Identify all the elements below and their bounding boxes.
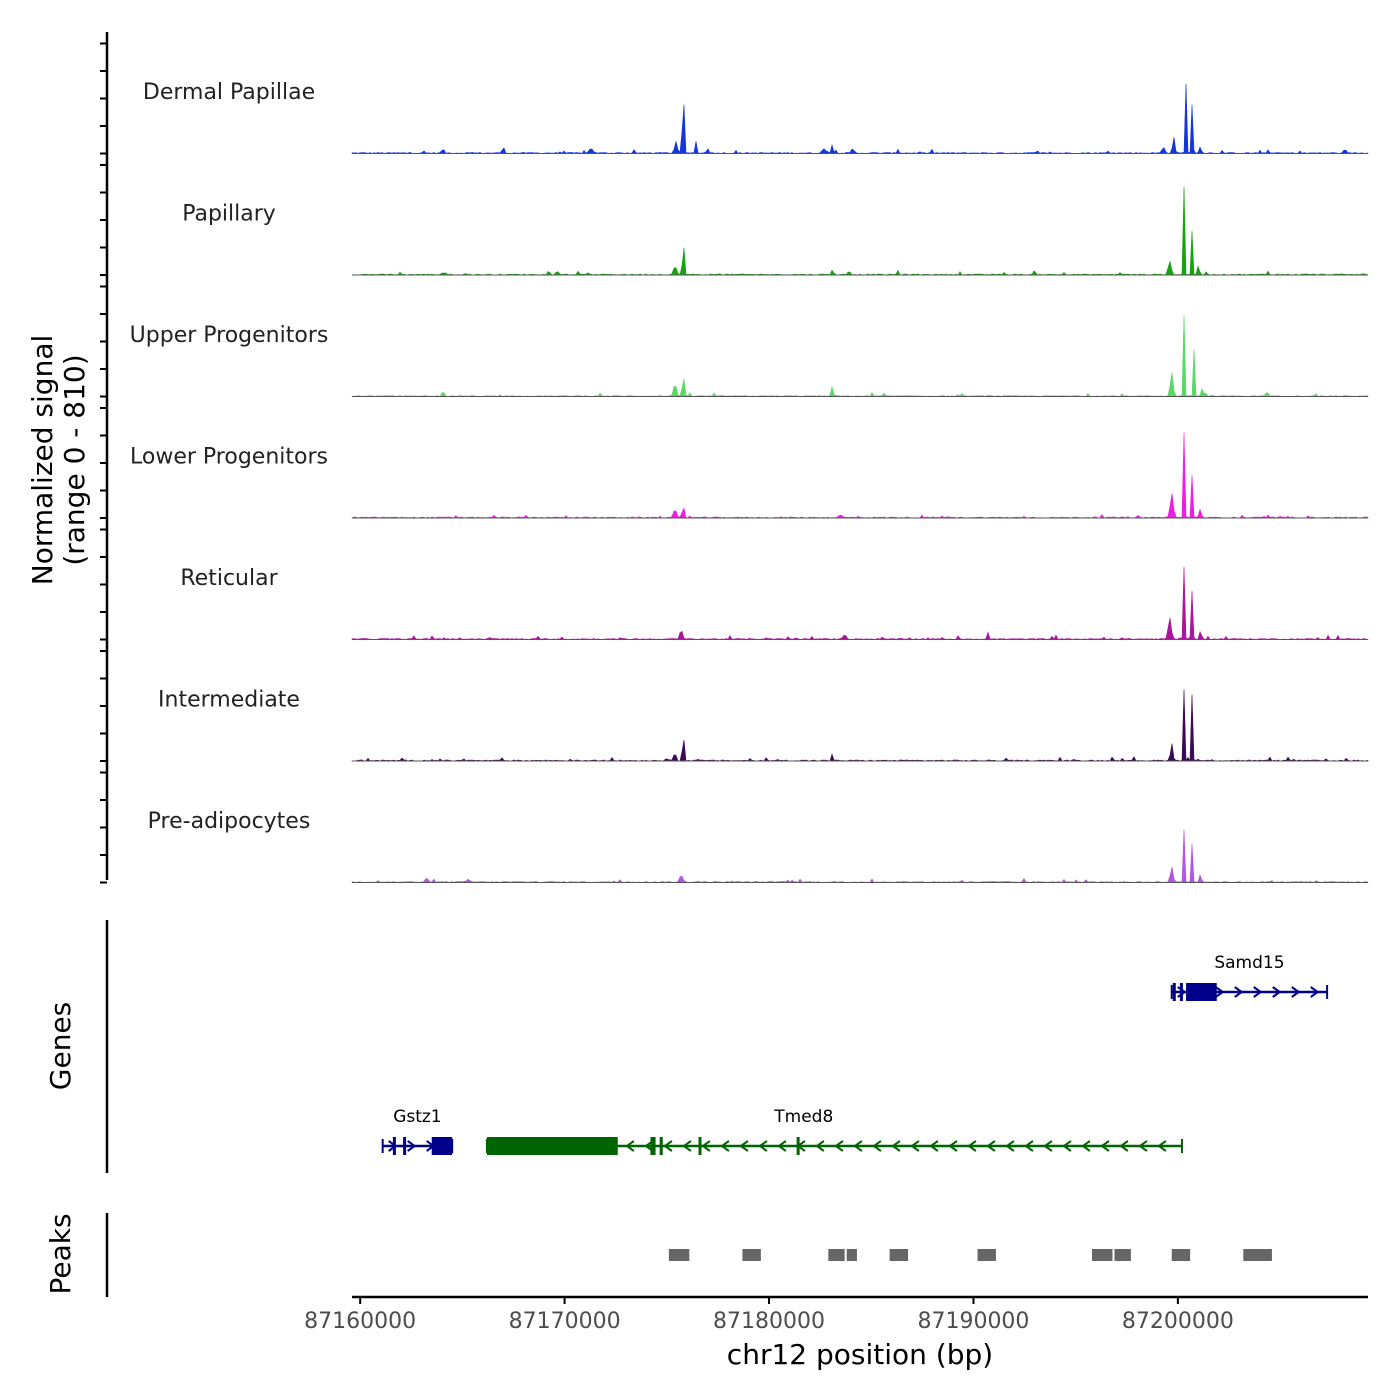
strand-arrow <box>1005 1140 1015 1152</box>
gene-exon <box>1172 983 1176 1001</box>
strand-arrow <box>625 1140 635 1152</box>
strand-arrow <box>1081 1140 1091 1152</box>
strand-arrow <box>1119 1140 1129 1152</box>
x-tick-label: 87160000 <box>304 1309 416 1334</box>
strand-arrow <box>407 1140 417 1152</box>
signal-area <box>351 315 1369 397</box>
gene-exon <box>659 1137 663 1155</box>
peak-region <box>1092 1249 1113 1261</box>
strand-arrow <box>739 1140 749 1152</box>
peak-region <box>1243 1249 1272 1261</box>
gene-label: Tmed8 <box>773 1107 833 1127</box>
strand-arrow <box>1138 1140 1148 1152</box>
peak-region <box>742 1249 761 1261</box>
peak-region <box>668 1249 690 1261</box>
gene-exon <box>403 1137 407 1155</box>
strand-arrow <box>929 1140 939 1152</box>
track-label: Reticular <box>180 566 278 591</box>
strand-arrow <box>663 1140 673 1152</box>
strand-arrow <box>872 1140 882 1152</box>
strand-arrow <box>815 1140 825 1152</box>
track-label: Dermal Papillae <box>143 80 315 105</box>
strand-arrow <box>1291 986 1301 998</box>
peak-region <box>1171 1249 1191 1261</box>
genes-track-title: Genes <box>44 1002 77 1090</box>
track-label: Pre-adipocytes <box>148 809 311 834</box>
strand-arrow <box>1157 1140 1167 1152</box>
peak-region <box>977 1249 996 1261</box>
gene-exon <box>698 1137 702 1155</box>
gene-label: Gstz1 <box>393 1107 441 1127</box>
signal-area <box>351 829 1369 883</box>
signal-y-axis <box>100 32 109 884</box>
strand-arrow <box>834 1140 844 1152</box>
x-axis: 87160000 87170000 87180000 87190000 87200000 <box>304 1295 1368 1334</box>
peaks-track-title: Peaks <box>44 1213 77 1294</box>
strand-arrow <box>1043 1140 1053 1152</box>
strand-arrow <box>1272 986 1282 998</box>
strand-arrow <box>682 1140 692 1152</box>
strand-arrow <box>1234 986 1244 998</box>
strand-arrow <box>853 1140 863 1152</box>
strand-arrow <box>701 1140 711 1152</box>
strand-arrow <box>910 1140 920 1152</box>
x-tick-label: 87200000 <box>1122 1309 1234 1334</box>
gene-exon <box>431 1137 453 1155</box>
y-axis-range: (range 0 - 810) <box>58 354 91 565</box>
track-label: Lower Progenitors <box>130 445 328 470</box>
track-label: Upper Progenitors <box>130 323 329 348</box>
strand-arrow <box>758 1140 768 1152</box>
genes-layer: Samd15 Gstz1 Tmed8 <box>381 953 1329 1155</box>
gene-exon <box>650 1137 656 1155</box>
strand-arrow <box>720 1140 730 1152</box>
strand-arrow <box>967 1140 977 1152</box>
signal-area <box>351 566 1369 640</box>
signal-area <box>351 689 1369 762</box>
strand-arrow <box>948 1140 958 1152</box>
strand-arrow <box>1024 1140 1034 1152</box>
signal-area <box>351 432 1369 519</box>
peak-region <box>846 1249 857 1261</box>
gene-label: Samd15 <box>1214 953 1284 973</box>
signal-area <box>351 186 1369 276</box>
strand-arrow <box>1310 986 1320 998</box>
signal-area <box>351 83 1369 154</box>
strand-arrow <box>1100 1140 1110 1152</box>
gene-exon <box>1186 983 1217 1001</box>
signal-tracks: Dermal Papillae Papillary Upper Progenitor… <box>130 80 1369 883</box>
gene-exon <box>796 1137 800 1155</box>
strand-arrow <box>986 1140 996 1152</box>
gene-exon <box>486 1137 618 1155</box>
x-axis-title: chr12 position (bp) <box>727 1338 993 1371</box>
track-label: Intermediate <box>158 688 300 713</box>
peaks-layer <box>668 1249 1272 1261</box>
strand-arrow <box>1215 986 1225 998</box>
peak-region <box>889 1249 909 1261</box>
strand-arrow <box>777 1140 787 1152</box>
strand-arrow <box>1062 1140 1072 1152</box>
x-tick-label: 87170000 <box>509 1309 621 1334</box>
x-tick-label: 87180000 <box>713 1309 825 1334</box>
y-axis-title: Normalized signal <box>26 335 59 586</box>
x-tick-label: 87190000 <box>917 1309 1029 1334</box>
track-label: Papillary <box>182 202 276 227</box>
peak-region <box>1114 1249 1131 1261</box>
gene-exon <box>392 1137 396 1155</box>
strand-arrow <box>1253 986 1263 998</box>
strand-arrow <box>891 1140 901 1152</box>
gene-exon <box>1179 983 1183 1001</box>
peak-region <box>828 1249 845 1261</box>
